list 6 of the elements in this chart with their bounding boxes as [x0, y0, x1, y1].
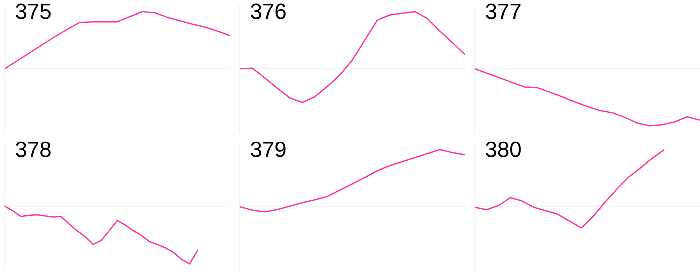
chart-title: 378 [16, 142, 51, 158]
chart-title: 375 [16, 4, 51, 20]
chart-title: 380 [486, 142, 521, 158]
chart-title: 377 [486, 4, 521, 20]
chart-title: 379 [251, 142, 286, 158]
chart-title: 376 [251, 4, 286, 20]
